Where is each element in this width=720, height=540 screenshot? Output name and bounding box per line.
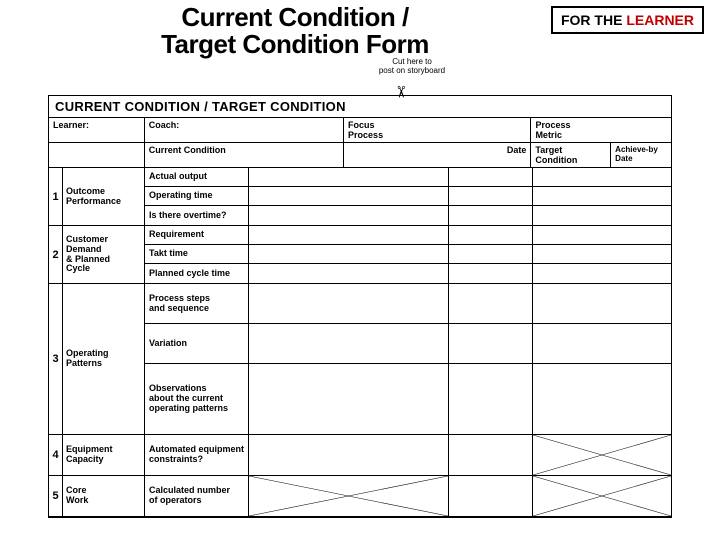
- title-line-1: Current Condition /: [130, 4, 460, 31]
- date-cell[interactable]: [449, 324, 533, 363]
- label-target-condition: Target Condition: [531, 143, 611, 167]
- section-row: Actual output: [145, 168, 671, 187]
- target-condition-cell[interactable]: [533, 168, 671, 186]
- form-section: 3Operating PatternsProcess steps and seq…: [49, 284, 671, 435]
- section-number: 1: [49, 168, 63, 225]
- date-cell[interactable]: [449, 226, 533, 244]
- row-label: Automated equipment constraints?: [145, 435, 249, 475]
- section-rows: RequirementTakt timePlanned cycle time: [145, 226, 671, 283]
- row-label: Process steps and sequence: [145, 284, 249, 323]
- section-row: Requirement: [145, 226, 671, 245]
- label-focus: Focus Process: [344, 118, 531, 142]
- target-condition-cell[interactable]: [533, 226, 671, 244]
- current-condition-cell[interactable]: [249, 264, 449, 283]
- current-condition-cell[interactable]: [249, 226, 449, 244]
- row-label: Calculated number of operators: [145, 476, 249, 516]
- section-number: 4: [49, 435, 63, 475]
- label-learner: Learner:: [49, 118, 145, 142]
- row-label: Actual output: [145, 168, 249, 186]
- current-condition-cell[interactable]: [249, 476, 449, 516]
- section-row: Calculated number of operators: [145, 476, 671, 516]
- section-title: Core Work: [63, 476, 145, 516]
- section-row: Operating time: [145, 187, 671, 206]
- label-current-condition: Current Condition: [145, 143, 344, 167]
- date-cell[interactable]: [449, 264, 533, 283]
- date-cell[interactable]: [449, 206, 533, 225]
- current-condition-cell[interactable]: [249, 364, 449, 434]
- cut-note-line2: post on storyboard: [372, 67, 452, 76]
- page-title: Current Condition / Target Condition For…: [130, 4, 460, 59]
- target-condition-cell[interactable]: [533, 264, 671, 283]
- current-condition-cell[interactable]: [249, 187, 449, 205]
- section-row: Process steps and sequence: [145, 284, 671, 324]
- row-label: Is there overtime?: [145, 206, 249, 225]
- target-condition-cell[interactable]: [533, 206, 671, 225]
- row-label: Variation: [145, 324, 249, 363]
- target-condition-cell[interactable]: [533, 187, 671, 205]
- target-condition-cell[interactable]: [533, 284, 671, 323]
- row-label: Operating time: [145, 187, 249, 205]
- form-section: 2Customer Demand & Planned CycleRequirem…: [49, 226, 671, 284]
- target-condition-cell[interactable]: [533, 364, 671, 434]
- form-section: 4Equipment CapacityAutomated equipment c…: [49, 435, 671, 476]
- label-date: Date: [344, 143, 531, 167]
- label-metric: Process Metric: [531, 118, 671, 142]
- date-cell[interactable]: [449, 476, 533, 516]
- section-title: Customer Demand & Planned Cycle: [63, 226, 145, 283]
- target-condition-cell[interactable]: [533, 245, 671, 263]
- label-achieve-by: Achieve-by Date: [611, 143, 671, 167]
- target-condition-cell[interactable]: [533, 324, 671, 363]
- title-line-2: Target Condition Form: [130, 31, 460, 58]
- date-cell[interactable]: [449, 187, 533, 205]
- learner-badge: FOR THE LEARNER: [551, 6, 704, 34]
- badge-prefix: FOR THE: [561, 12, 626, 28]
- date-cell[interactable]: [449, 245, 533, 263]
- date-cell[interactable]: [449, 364, 533, 434]
- meta-row-1: Learner: Coach: Focus Process Process Me…: [49, 118, 671, 143]
- condition-form: CURRENT CONDITION / TARGET CONDITION Lea…: [48, 95, 672, 518]
- row-label: Requirement: [145, 226, 249, 244]
- section-number: 3: [49, 284, 63, 434]
- section-row: Planned cycle time: [145, 264, 671, 283]
- section-title: Outcome Performance: [63, 168, 145, 225]
- section-title: Equipment Capacity: [63, 435, 145, 475]
- meta-row-2: Current Condition Date Target Condition …: [49, 143, 671, 168]
- section-number: 2: [49, 226, 63, 283]
- section-rows: Calculated number of operators: [145, 476, 671, 516]
- current-condition-cell[interactable]: [249, 324, 449, 363]
- section-rows: Process steps and sequenceVariationObser…: [145, 284, 671, 434]
- date-cell[interactable]: [449, 168, 533, 186]
- form-section: 5Core WorkCalculated number of operators: [49, 476, 671, 517]
- section-row: Observations about the current operating…: [145, 364, 671, 434]
- target-condition-cell[interactable]: [533, 435, 671, 475]
- meta-empty: [49, 143, 145, 167]
- row-label: Observations about the current operating…: [145, 364, 249, 434]
- date-cell[interactable]: [449, 284, 533, 323]
- form-sections: 1Outcome PerformanceActual outputOperati…: [49, 168, 671, 517]
- row-label: Takt time: [145, 245, 249, 263]
- section-row: Automated equipment constraints?: [145, 435, 671, 475]
- section-row: Is there overtime?: [145, 206, 671, 225]
- row-label: Planned cycle time: [145, 264, 249, 283]
- current-condition-cell[interactable]: [249, 245, 449, 263]
- section-rows: Automated equipment constraints?: [145, 435, 671, 475]
- current-condition-cell[interactable]: [249, 284, 449, 323]
- section-row: Takt time: [145, 245, 671, 264]
- current-condition-cell[interactable]: [249, 435, 449, 475]
- label-coach: Coach:: [145, 118, 344, 142]
- section-number: 5: [49, 476, 63, 516]
- date-cell[interactable]: [449, 435, 533, 475]
- form-section: 1Outcome PerformanceActual outputOperati…: [49, 168, 671, 226]
- form-title: CURRENT CONDITION / TARGET CONDITION: [49, 96, 671, 118]
- section-title: Operating Patterns: [63, 284, 145, 434]
- section-row: Variation: [145, 324, 671, 364]
- current-condition-cell[interactable]: [249, 168, 449, 186]
- section-rows: Actual outputOperating timeIs there over…: [145, 168, 671, 225]
- cut-here-note: Cut here to post on storyboard: [372, 58, 452, 76]
- current-condition-cell[interactable]: [249, 206, 449, 225]
- target-condition-cell[interactable]: [533, 476, 671, 516]
- badge-highlight: LEARNER: [626, 12, 694, 28]
